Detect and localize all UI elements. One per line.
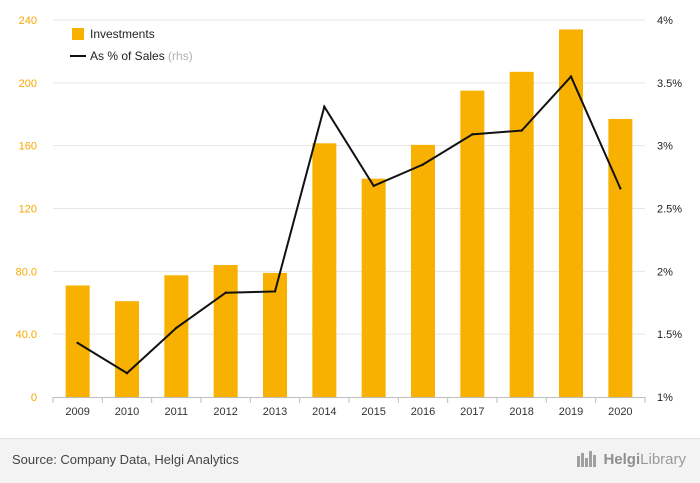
y-left-tick-label: 80.0 — [16, 266, 37, 278]
line-point — [273, 290, 277, 293]
y-left-tick-label: 40.0 — [16, 329, 37, 341]
footer: Source: Company Data, Helgi Analytics He… — [0, 438, 700, 483]
line-point — [125, 371, 129, 375]
legend-item-as-pct-of-sales: As % of Sales (rhs) — [70, 49, 193, 63]
brand-logo[interactable]: HelgiLibrary — [576, 450, 686, 468]
chart: 0 40.0 80.0 120 160 200 240 1% 1.5% 2% 2.5% 3% 3.5%… — [16, 15, 683, 418]
y-right-tick-label: 4% — [657, 15, 673, 27]
y-left-tick-label: 160 — [19, 141, 37, 153]
bar — [411, 144, 435, 397]
y-axis-left: 0 40.0 80.0 120 160 200 240 — [16, 15, 37, 404]
bar — [608, 118, 633, 398]
y-right-tick-label: 1% — [657, 392, 673, 404]
x-tick-label: 2013 — [263, 406, 287, 418]
y-left-tick-label: 200 — [19, 78, 37, 90]
bar-series-investments — [65, 29, 633, 398]
y-left-tick-label: 240 — [19, 15, 37, 27]
x-tick-label: 2016 — [411, 406, 435, 418]
line-point — [323, 105, 326, 108]
brand-name: Helgi — [603, 450, 641, 468]
line-point — [421, 163, 425, 166]
legend: Investments As % of Sales (rhs) — [70, 27, 193, 63]
bar — [361, 178, 386, 397]
line-point — [76, 341, 79, 345]
bar — [509, 71, 534, 398]
x-tick-label: 2011 — [165, 406, 189, 418]
y-left-tick-label: 120 — [19, 204, 37, 216]
line-point — [175, 326, 178, 330]
y-right-tick-label: 3.5% — [657, 78, 682, 90]
line-point — [372, 184, 375, 188]
line-point — [471, 133, 474, 136]
line-point — [619, 187, 622, 190]
x-tick-label: 2015 — [361, 406, 385, 418]
x-tick-label: 2010 — [115, 406, 139, 418]
bar — [460, 90, 485, 397]
bar — [263, 272, 287, 397]
x-tick-label: 2012 — [213, 406, 237, 418]
y-axis-right: 1% 1.5% 2% 2.5% 3% 3.5% 4% — [657, 15, 682, 404]
library-icon — [577, 451, 597, 467]
x-tick-label: 2009 — [65, 406, 89, 418]
bar — [115, 301, 139, 397]
x-tick-label: 2018 — [509, 406, 533, 418]
brand-suffix: Library — [640, 450, 686, 468]
x-tick-label: 2019 — [559, 406, 583, 418]
line-point — [520, 129, 523, 132]
legend-label-suffix: (rhs) — [168, 49, 193, 63]
legend-label-text: As % of Sales — [90, 49, 168, 63]
source-note: Source: Company Data, Helgi Analytics — [12, 452, 239, 467]
line-series-as-pct-of-sales — [76, 74, 622, 375]
line-point — [569, 75, 573, 78]
y-right-tick-label: 1.5% — [657, 329, 682, 341]
bar — [312, 143, 337, 397]
bar — [65, 285, 90, 397]
x-tick-label: 2020 — [608, 406, 632, 418]
series-line — [77, 74, 622, 375]
line-point — [224, 291, 227, 294]
y-right-tick-label: 3% — [657, 141, 673, 153]
y-right-tick-label: 2% — [657, 266, 673, 278]
x-axis: 2009 2010 2011 2012 2013 2014 2015 2016 2017 2018… — [52, 397, 646, 418]
legend-label: Investments — [90, 27, 155, 41]
y-left-tick-label: 0 — [31, 392, 37, 404]
y-right-tick-label: 2.5% — [657, 204, 682, 216]
x-tick-label: 2017 — [460, 406, 484, 418]
legend-swatch-bar — [72, 28, 84, 40]
x-tick-label: 2014 — [312, 406, 336, 418]
bar — [559, 29, 583, 398]
legend-label: As % of Sales (rhs) — [90, 49, 193, 63]
gridlines — [53, 19, 645, 335]
legend-item-investments: Investments — [72, 27, 155, 41]
bar — [213, 265, 238, 397]
